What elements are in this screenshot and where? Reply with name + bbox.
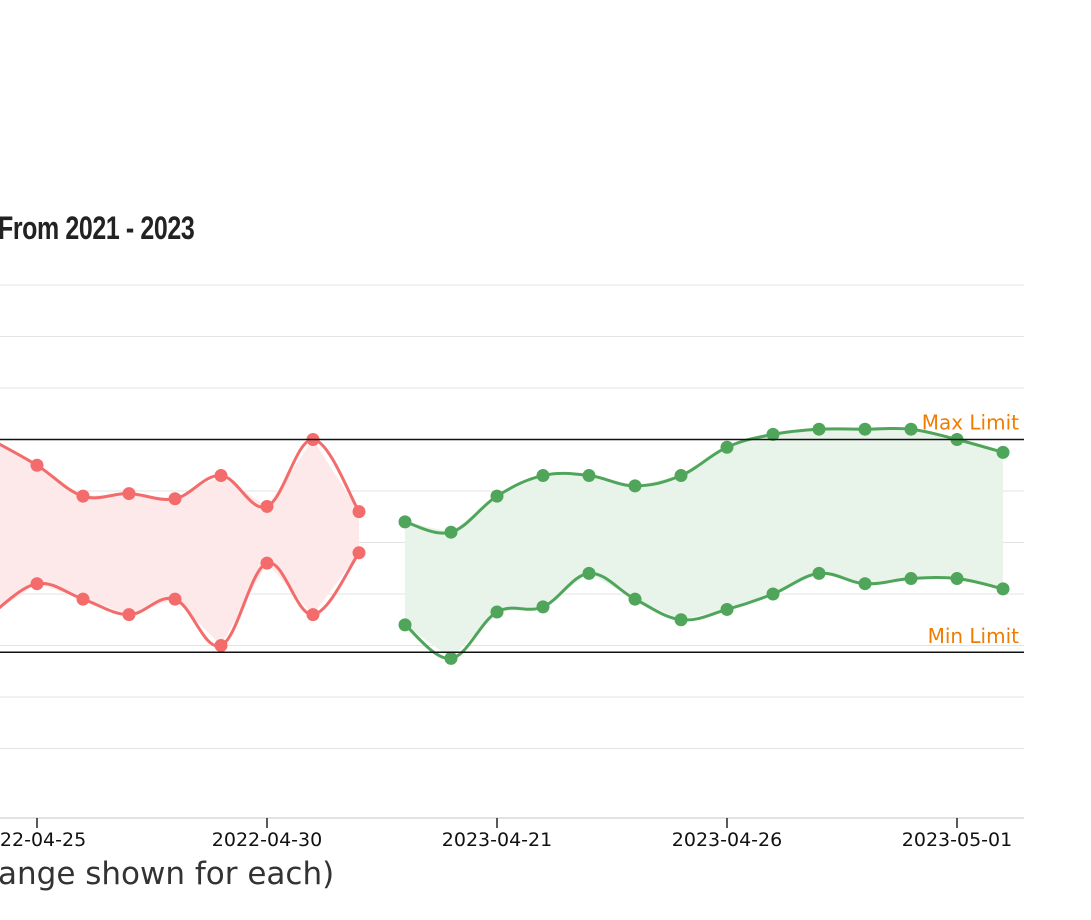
upper-point-2022 (214, 469, 228, 483)
chart-title: From 2021 - 2023 (0, 210, 195, 246)
upper-point-2023 (766, 427, 780, 441)
lower-point-2022 (30, 577, 44, 591)
x-tick-label: 2023-04-21 (442, 829, 552, 851)
upper-point-2022 (260, 499, 274, 513)
upper-point-2023 (398, 515, 412, 529)
upper-point-2022 (352, 505, 366, 519)
x-axis-caption: ange shown for each) (0, 856, 335, 892)
lower-point-2023 (398, 618, 412, 632)
upper-point-2023 (674, 469, 688, 483)
lower-point-2023 (812, 566, 826, 580)
lower-point-2022 (306, 608, 320, 622)
lower-point-2023 (490, 605, 504, 619)
lower-point-2023 (582, 566, 596, 580)
upper-point-2022 (168, 492, 182, 506)
upper-point-2023 (582, 469, 596, 483)
lower-point-2023 (444, 651, 458, 665)
lower-point-2023 (996, 582, 1010, 596)
x-tick-label: 2023-04-26 (672, 829, 782, 851)
lower-point-2023 (674, 613, 688, 627)
upper-point-2023 (490, 489, 504, 503)
x-tick-label: 022-04-25 (0, 829, 86, 851)
lower-point-2023 (536, 600, 550, 614)
upper-point-2023 (444, 525, 458, 539)
lower-point-2022 (122, 608, 136, 622)
lower-point-2023 (950, 572, 964, 586)
upper-point-2023 (996, 445, 1010, 459)
x-tick-label: 2022-04-30 (212, 829, 322, 851)
lower-point-2023 (720, 602, 734, 616)
lower-line-2022 (0, 551, 361, 648)
min-limit-label: Min Limit (928, 624, 1020, 648)
lower-point-2023 (904, 572, 918, 586)
lower-point-2022 (168, 592, 182, 606)
lower-point-2023 (858, 577, 872, 591)
upper-point-2022 (76, 489, 90, 503)
upper-point-2023 (536, 469, 550, 483)
upper-point-2023 (858, 422, 872, 436)
upper-point-2023 (720, 440, 734, 454)
lower-point-2023 (766, 587, 780, 601)
upper-point-2022 (122, 487, 136, 501)
lower-point-2022 (260, 556, 274, 570)
x-tick-label: 2023-05-01 (902, 829, 1012, 851)
lower-point-2023 (628, 592, 642, 606)
upper-point-2023 (628, 479, 642, 493)
upper-point-2023 (812, 422, 826, 436)
band-fill-2023 (405, 429, 1003, 659)
band-fill-2022 (0, 439, 359, 646)
lower-point-2022 (76, 592, 90, 606)
upper-point-2022 (30, 458, 44, 472)
max-limit-label: Max Limit (922, 411, 1019, 435)
lower-point-2022 (214, 639, 228, 652)
upper-point-2023 (904, 422, 918, 436)
lower-point-2022 (352, 546, 366, 560)
